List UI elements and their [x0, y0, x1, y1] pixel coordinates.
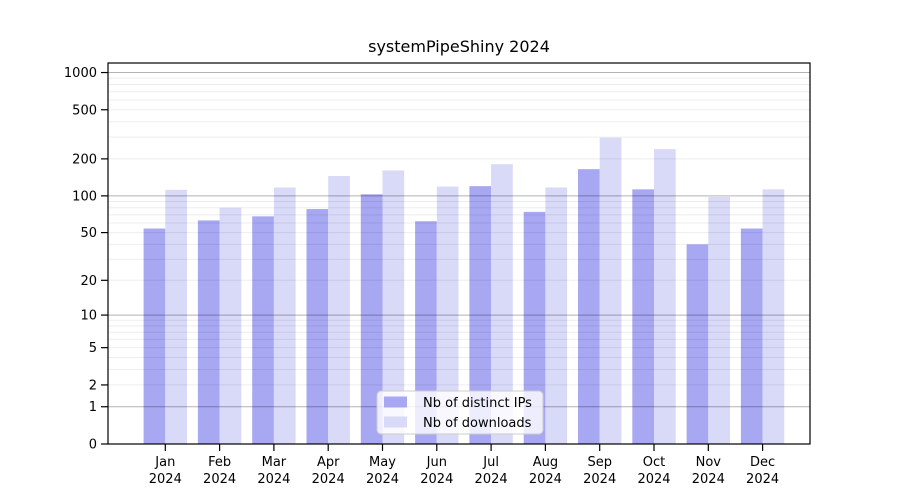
legend-box — [376, 390, 544, 435]
x-tick-label-year-apr: 2024 — [312, 472, 345, 487]
y-tick-label-20: 20 — [80, 274, 97, 289]
legend-swatch-downloads — [384, 416, 407, 428]
chart-title: systemPipeShiny 2024 — [368, 37, 550, 56]
bar-downloads-dec — [762, 189, 785, 444]
x-tick-label-month-jul: Jul — [482, 455, 499, 470]
x-axis-labels: Jan 2024 Feb 2024 Mar 2024 Apr 2024 May 2024 Jun 20… — [149, 455, 779, 487]
y-tick-label-10: 10 — [80, 309, 97, 324]
x-tick-label-year-jun: 2024 — [420, 472, 453, 487]
y-tick-label-1: 1 — [89, 400, 97, 415]
bar-downloads-sep — [599, 137, 622, 445]
bar-downloads-aug — [545, 187, 568, 444]
x-tick-label-month-feb: Feb — [208, 455, 231, 470]
plot-box — [107, 62, 811, 445]
bar-distinct-ips-aug — [523, 211, 546, 444]
bar-distinct-ips-dec — [740, 228, 763, 444]
x-tick-label-year-aug: 2024 — [529, 472, 562, 487]
y-tick-label-500: 500 — [72, 103, 97, 118]
bar-distinct-ips-apr — [306, 209, 329, 444]
minor-gridlines — [108, 77, 810, 386]
bar-distinct-ips-feb — [197, 220, 220, 444]
x-tick-label-year-oct: 2024 — [637, 472, 670, 487]
bar-distinct-ips-jan — [143, 228, 166, 444]
x-tick-label-month-aug: Aug — [533, 455, 558, 470]
x-tick-label-year-dec: 2024 — [746, 472, 779, 487]
bar-downloads-jun — [436, 186, 459, 445]
y-tick-label-100: 100 — [72, 189, 97, 204]
x-axis-ticks — [164, 444, 764, 451]
legend-label-downloads: Nb of downloads — [423, 416, 532, 431]
x-tick-label-year-mar: 2024 — [257, 472, 290, 487]
bar-downloads-jul — [491, 164, 513, 444]
bar-distinct-ips-sep — [578, 169, 600, 444]
legend-label-distinct-ips: Nb of distinct IPs — [423, 396, 532, 411]
x-tick-label-year-nov: 2024 — [692, 472, 725, 487]
plot-border — [107, 62, 811, 445]
y-axis-ticks — [101, 71, 108, 445]
y-tick-label-2: 2 — [89, 378, 97, 393]
bar-distinct-ips-jul — [469, 186, 492, 444]
bar-distinct-ips-nov — [686, 244, 709, 444]
bar-distinct-ips-oct — [632, 189, 654, 444]
x-tick-label-year-feb: 2024 — [203, 472, 236, 487]
x-tick-label-month-apr: Apr — [317, 455, 340, 470]
x-tick-label-month-dec: Dec — [750, 455, 775, 470]
y-tick-label-1000: 1000 — [64, 66, 97, 81]
x-tick-label-month-jun: Jun — [426, 455, 447, 470]
bar-downloads-oct — [654, 149, 676, 444]
x-tick-label-month-jan: Jan — [154, 455, 175, 470]
y-tick-label-5: 5 — [89, 341, 97, 356]
legend-swatch-distinct-ips — [384, 396, 407, 408]
bar-downloads-feb — [219, 207, 242, 444]
x-tick-label-year-sep: 2024 — [583, 472, 616, 487]
bar-downloads-may — [382, 170, 405, 444]
bar-distinct-ips-mar — [252, 216, 274, 444]
x-tick-label-month-oct: Oct — [643, 455, 665, 470]
bar-downloads-jan — [165, 189, 187, 444]
x-tick-label-year-jul: 2024 — [475, 472, 508, 487]
x-tick-label-year-may: 2024 — [366, 472, 399, 487]
x-tick-label-month-mar: Mar — [262, 455, 287, 470]
x-tick-label-month-nov: Nov — [696, 455, 722, 470]
bar-distinct-ips-jun — [415, 221, 437, 444]
x-tick-label-month-sep: Sep — [587, 455, 612, 470]
y-tick-label-0: 0 — [89, 438, 97, 453]
bars-layer — [143, 137, 785, 445]
x-tick-label-year-jan: 2024 — [149, 472, 182, 487]
y-tick-label-50: 50 — [80, 226, 97, 241]
x-tick-label-month-may: May — [369, 455, 396, 470]
bar-downloads-mar — [273, 187, 296, 444]
legend: Nb of distinct IPs Nb of downloads — [376, 390, 544, 435]
bar-distinct-ips-may — [360, 194, 383, 444]
bar-downloads-nov — [708, 196, 730, 444]
bar-downloads-apr — [328, 176, 350, 445]
y-tick-label-200: 200 — [72, 152, 97, 167]
y-axis-labels: 0 1 2 5 10 20 50 100 200 500 1000 — [64, 66, 97, 452]
